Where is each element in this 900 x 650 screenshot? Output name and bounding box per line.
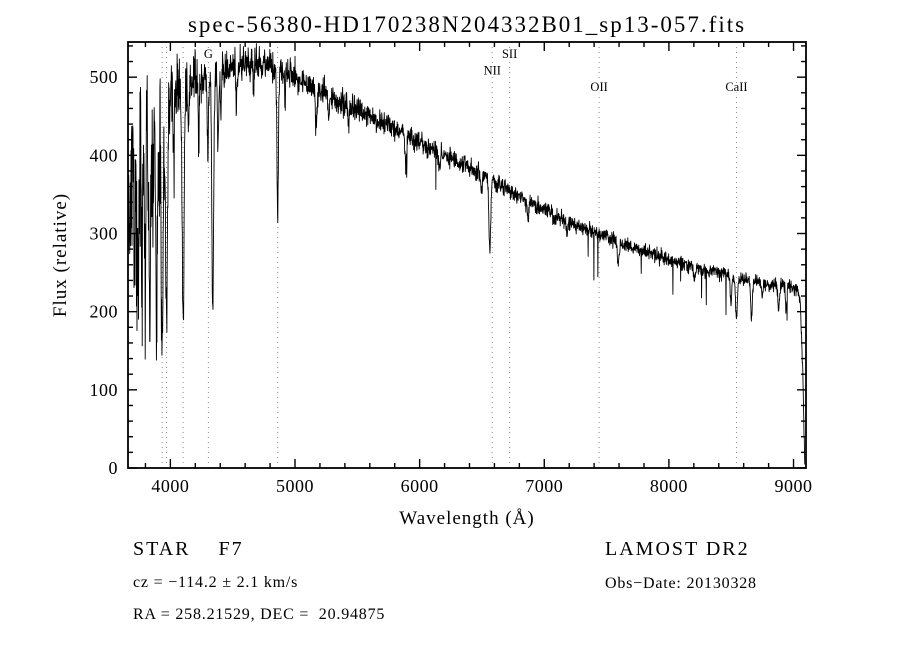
ra-dec-label: RA = 258.21529, DEC = 20.94875 <box>133 606 386 623</box>
y-tick-label: 100 <box>90 380 119 400</box>
spectral-line-label-SII: SII <box>502 47 517 61</box>
plot-generated-content: 4000 5000 6000 7000 8000 9000 0 100 200 300 400 500… <box>90 41 813 496</box>
tick-labels: 4000 5000 6000 7000 8000 9000 0 100 200 300 400 500 <box>90 67 813 496</box>
x-tick-label: 9000 <box>775 476 813 496</box>
x-axis-label: Wavelength (Å) <box>399 508 534 529</box>
spectral-line-label-G: G <box>204 47 213 61</box>
y-tick-label: 500 <box>90 67 119 87</box>
y-tick-label: 200 <box>90 302 119 322</box>
y-tick-label: 300 <box>90 224 119 244</box>
plot-title: spec-56380-HD170238N204332B01_sp13-057.f… <box>188 12 746 37</box>
x-tick-label: 6000 <box>401 476 439 496</box>
spectral-marker-lines <box>161 42 737 468</box>
object-class-label: STAR F7 <box>133 538 244 560</box>
x-tick-label: 4000 <box>151 476 189 496</box>
x-tick-label: 7000 <box>525 476 563 496</box>
obs-date-label: Obs−Date: 20130328 <box>605 575 757 592</box>
y-tick-label: 400 <box>90 145 119 165</box>
cz-velocity-label: cz = −114.2 ± 2.1 km/s <box>133 574 299 591</box>
y-axis-label: Flux (relative) <box>50 193 71 317</box>
y-tick-label: 0 <box>109 458 119 478</box>
spectrum-trace <box>127 43 806 465</box>
x-tick-label: 8000 <box>650 476 688 496</box>
survey-label: LAMOST DR2 <box>605 538 750 560</box>
spectral-line-label-CaII: CaII <box>725 80 747 94</box>
x-tick-label: 5000 <box>276 476 314 496</box>
spectral-line-label-NII: NII <box>484 64 501 78</box>
spectral-line-label-OII: OII <box>590 80 607 94</box>
axis-ticks <box>128 42 806 469</box>
plot-frame <box>127 41 807 469</box>
